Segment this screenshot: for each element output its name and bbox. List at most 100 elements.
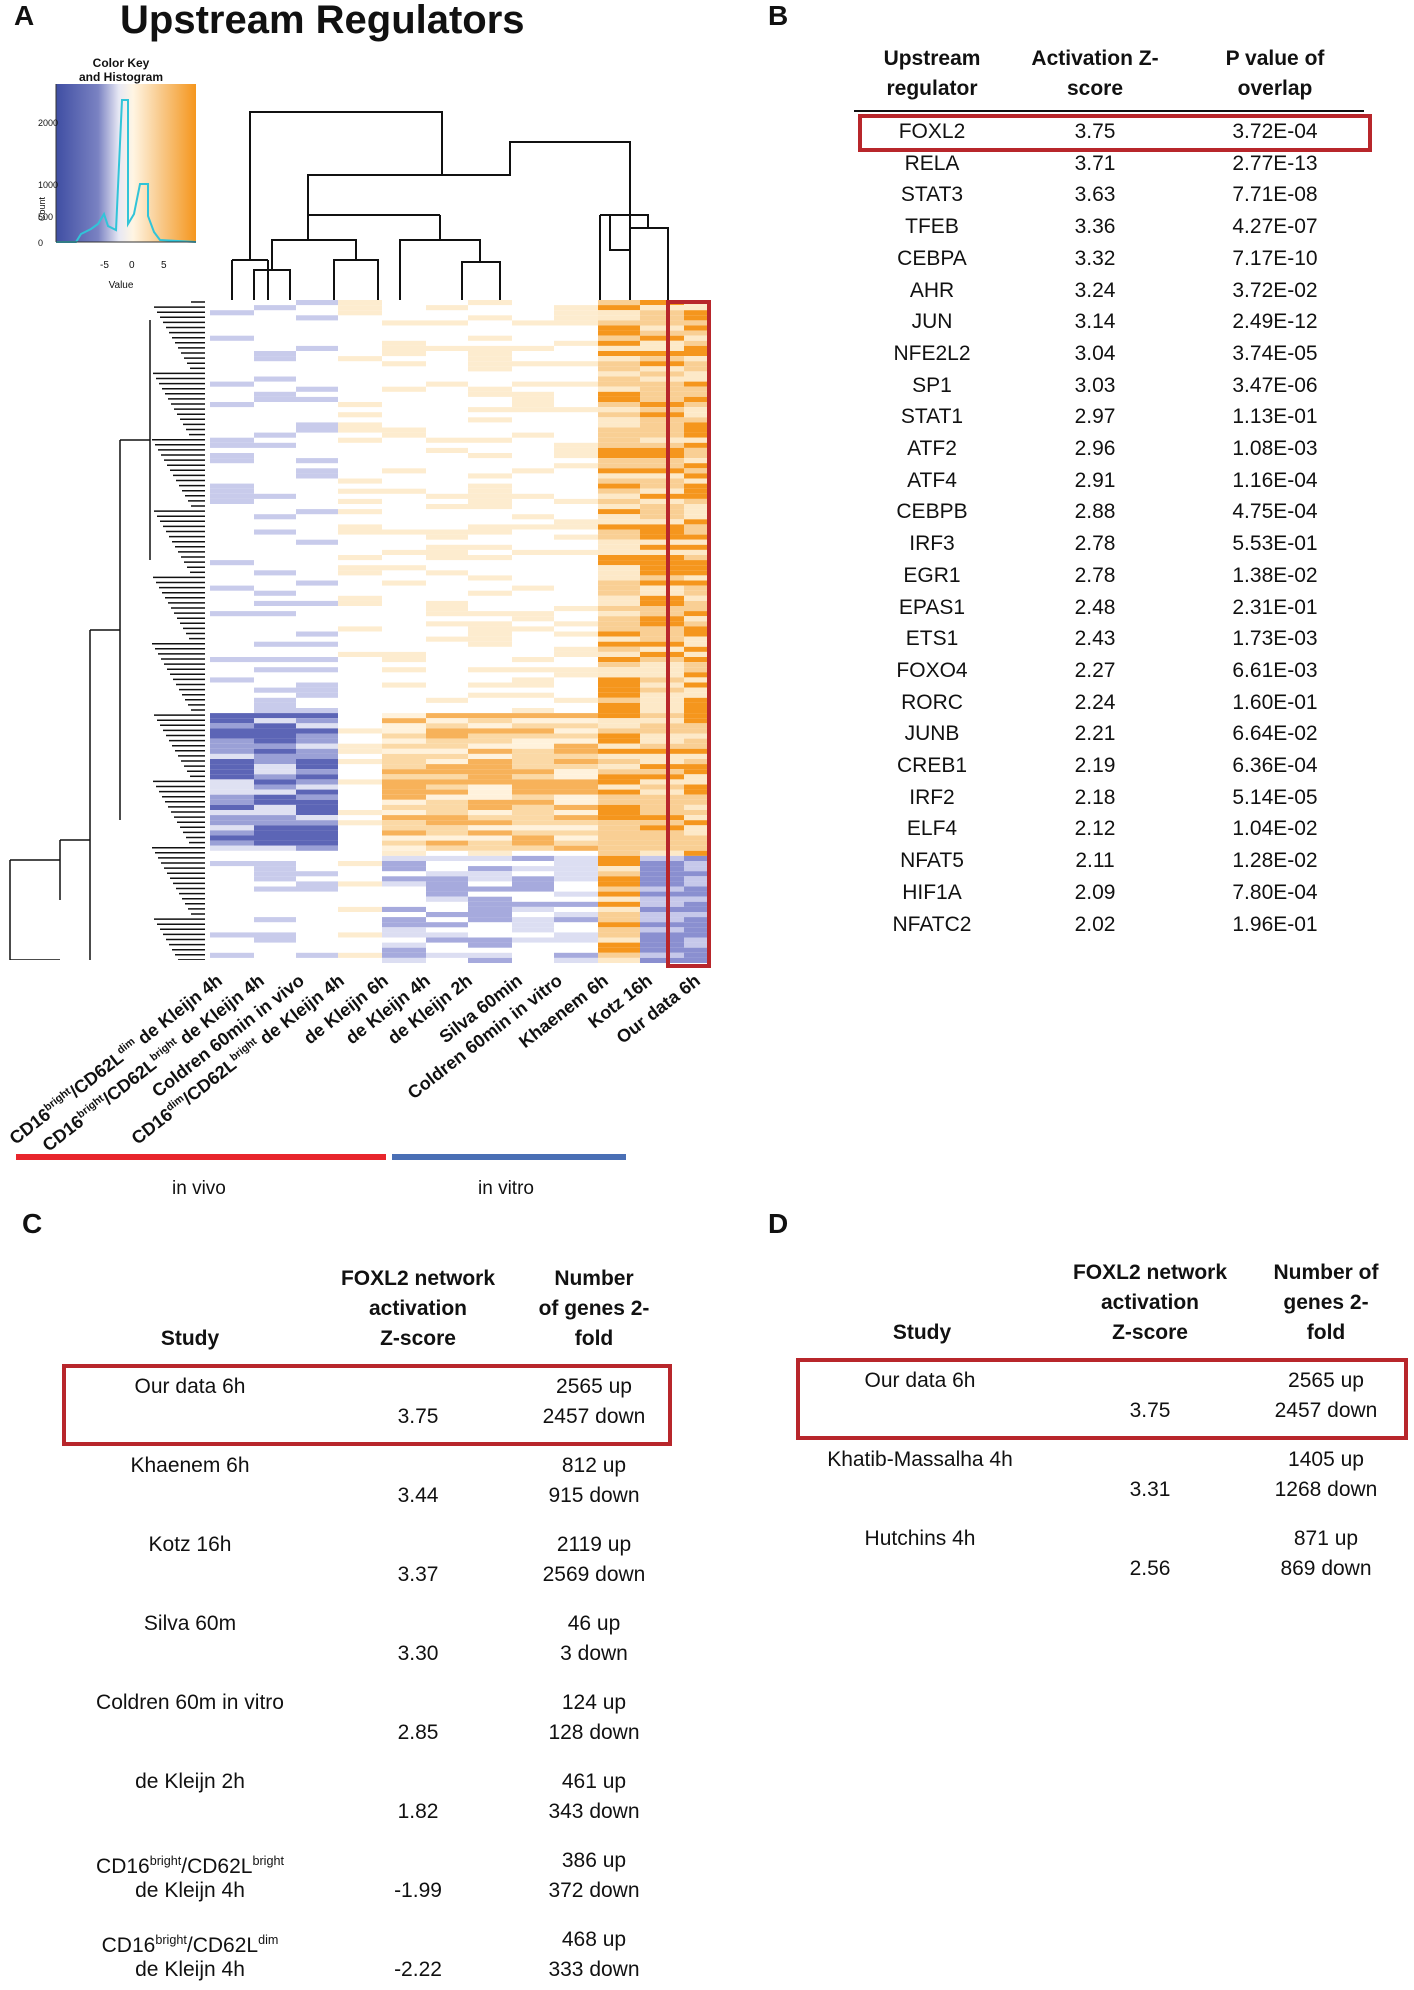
heatmap-cell: [512, 713, 554, 719]
heatmap-cell: [382, 906, 426, 912]
heatmap-cell: [598, 565, 640, 571]
activation-zscore: 2.27: [1074, 658, 1116, 682]
heatmap-cell: [684, 912, 710, 918]
heatmap-cell: [254, 514, 296, 520]
heatmap-cell: [210, 804, 254, 810]
heatmap-cell: [554, 320, 598, 326]
heatmap-cell: [296, 396, 338, 402]
color-key-ytick: 2000: [38, 118, 59, 128]
heatmap-cell: [296, 784, 338, 790]
heatmap-cell: [210, 835, 254, 841]
heatmap-cell: [684, 906, 710, 912]
heatmap-cell: [426, 534, 468, 540]
heatmap-cell: [684, 840, 710, 846]
heatmap-cell: [598, 351, 640, 357]
heatmap-cell: [254, 529, 296, 535]
heatmap-cell: [640, 810, 684, 816]
heatmap-cell: [512, 743, 554, 749]
heatmap-cell: [598, 891, 640, 897]
heatmap-cell: [598, 901, 640, 907]
heatmap-cell: [554, 672, 598, 678]
heatmap-cell: [254, 687, 296, 693]
heatmap-cell: [382, 351, 426, 357]
heatmap-cell: [684, 759, 710, 765]
heatmap-cell: [382, 753, 426, 759]
heatmap-cell: [382, 667, 426, 673]
p-value: 3.72E-02: [1232, 278, 1318, 302]
heatmap-cell: [598, 866, 640, 872]
heatmap-cell: [296, 840, 338, 846]
heatmap-cell: [640, 345, 684, 351]
heatmap-cell: [426, 820, 468, 826]
heatmap-cell: [640, 912, 684, 918]
heatmap-cell: [598, 560, 640, 566]
genes-up: 46 up: [567, 1612, 621, 1635]
heatmap-cell: [382, 774, 426, 780]
heatmap-cell: [468, 626, 512, 632]
heatmap-cell: [640, 407, 684, 413]
heatmap-cell: [512, 937, 554, 943]
color-key-subtitle: and Histogram: [78, 70, 163, 84]
heatmap-cell: [598, 713, 640, 719]
heatmap-cell: [684, 514, 710, 520]
heatmap-cell: [382, 733, 426, 739]
activation-zscore: 3.75: [1074, 120, 1116, 143]
heatmap-cell: [640, 325, 684, 331]
heatmap-cell: [640, 901, 684, 907]
heatmap-cell: [640, 493, 684, 499]
heatmap-cell: [296, 845, 338, 851]
heatmap-cell: [254, 820, 296, 826]
heatmap-cell: [512, 585, 554, 591]
heatmap-cell: [554, 917, 598, 923]
heatmap-cell: [254, 600, 296, 606]
heatmap-cell: [598, 804, 640, 810]
heatmap-cell: [598, 570, 640, 576]
heatmap-cell: [512, 748, 554, 754]
heatmap-cell: [382, 718, 426, 724]
heatmap-cell: [598, 728, 640, 734]
heatmap-cell: [554, 606, 598, 612]
heatmap-cell: [512, 927, 554, 933]
color-key-xtick: 0: [129, 260, 135, 271]
heatmap-cell: [684, 498, 710, 504]
heatmap-cell: [684, 621, 710, 627]
heatmap-cell: [296, 315, 338, 321]
panel-c-highlight-box: [62, 1364, 672, 1446]
heatmap-cell: [382, 748, 426, 754]
heatmap-cell: [684, 478, 710, 484]
p-value: 1.96E-01: [1232, 912, 1318, 936]
heatmap-cell: [684, 432, 710, 438]
heatmap-cell: [640, 769, 684, 775]
heatmap-cell: [254, 779, 296, 785]
heatmap-cell: [296, 468, 338, 474]
heatmap-cell: [254, 769, 296, 775]
heatmap-cell: [512, 779, 554, 785]
heatmap-cell: [382, 881, 426, 887]
heatmap-cell: [382, 866, 426, 872]
heatmap-cell: [684, 458, 710, 464]
panel-d-letter: D: [768, 1208, 789, 1239]
heatmap-cell: [254, 702, 296, 708]
panel-b-header-regulator: Upstream regulator: [883, 47, 981, 100]
study-cd16: CD16: [96, 1855, 150, 1878]
heatmap-cell: [426, 896, 468, 902]
heatmap-cell: [640, 804, 684, 810]
heatmap-cell: [512, 677, 554, 683]
heatmap-cell: [254, 718, 296, 724]
heatmap-cell: [210, 310, 254, 316]
heatmap-cell: [296, 799, 338, 805]
heatmap-cell: [338, 743, 382, 749]
regulator-name: HIF1A: [902, 880, 962, 904]
heatmap-cell: [684, 580, 710, 586]
heatmap-cell: [210, 437, 254, 443]
heatmap-cell: [512, 616, 554, 622]
heatmap-cell: [684, 453, 710, 459]
heatmap-cell: [468, 483, 512, 489]
heatmap-cell: [554, 718, 598, 724]
heatmap-cell: [684, 952, 710, 958]
heatmap-cell: [512, 391, 554, 397]
heatmap-cell: [468, 896, 512, 902]
genes-up: 461 up: [561, 1770, 627, 1793]
heatmap-cell: [468, 764, 512, 770]
heatmap-cell: [426, 606, 468, 612]
